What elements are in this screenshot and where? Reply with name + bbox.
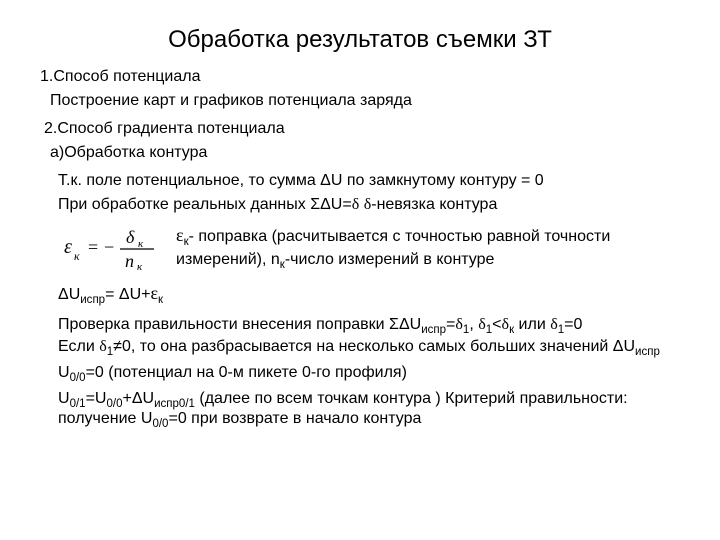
slide-page: Обработка результатов съемки ЗТ 1.Способ… [0,0,720,540]
eps-symbol: ε [176,225,184,245]
section-2: 2.Способ градиента потенциала [44,120,680,138]
section-2a: а)Обработка контура [50,144,680,162]
text: или [514,316,550,333]
section-1: 1.Способ потенциала [40,68,680,86]
eps-symbol: ε [150,283,158,303]
sub: 0/1 [70,398,86,410]
text: =0 при возврате в начало контура [168,410,421,427]
epsilon-formula-icon: ε к = − δ к n к [60,227,160,271]
text: -число измерений в контуре [285,251,495,268]
text: , [469,316,478,333]
text: = ΔU+ [105,286,150,303]
paragraph-u00: U0/0=0 (потенциал на 0-м пикете 0-го про… [58,364,680,384]
text: ≠0, то она разбрасывается на несколько с… [113,338,635,355]
paragraph-spread: Если δ1≠0, то она разбрасывается на неск… [58,338,680,358]
delta-symbol: δ [99,338,107,355]
delta-symbol: δ [478,316,486,333]
svg-text:δ: δ [126,227,135,247]
text: =U [86,390,107,407]
sub: испр0/1 [154,398,195,410]
formula-row: ε к = − δ к n к εк- поправка (расчитывае… [50,224,680,273]
sub: 0/0 [106,398,122,410]
text: -невязка контура [371,196,497,213]
text: Если [58,338,99,355]
sub: испр [635,346,660,358]
text: =0 (потенциал на 0-м пикете 0-го профиля… [86,364,407,381]
text: = [446,316,455,333]
svg-text:ε: ε [64,236,72,258]
page-title: Обработка результатов съемки ЗТ [40,26,680,54]
text: U [58,364,70,381]
svg-text:−: − [104,237,114,257]
text: При обработке реальных данных ΣΔU= [58,196,352,213]
text: U [58,390,70,407]
text: =0 [564,316,582,333]
text: Проверка правильности внесения поправки … [58,316,421,333]
paragraph-check: Проверка правильности внесения поправки … [58,315,680,338]
sub: испр [421,324,446,336]
text: +ΔU [123,390,155,407]
sub: 0/0 [152,418,168,430]
delta-symbol: δ [550,316,558,333]
delta-symbol: δ [502,316,510,333]
sub: испр [80,295,105,307]
svg-text:=: = [88,237,98,257]
section-1-sub: Построение карт и графиков потенциала за… [50,92,680,110]
text: ΔU [58,286,80,303]
delta-symbol: δ [455,316,463,333]
svg-text:к: к [138,238,144,250]
paragraph-u01: U0/1=U0/0+ΔUиспр0/1 (далее по всем точка… [58,390,680,430]
text: < [492,316,501,333]
paragraph-closed-loop: Т.к. поле потенциальное, то сумма ΔU по … [58,172,680,190]
svg-text:к: к [74,249,80,263]
svg-text:к: к [137,261,143,271]
sub: к [158,295,163,307]
paragraph-residual: При обработке реальных данных ΣΔU=δ δ-не… [58,196,680,214]
epsilon-description: εк- поправка (расчитывается с точностью … [176,224,680,273]
svg-text:n: n [125,251,134,271]
du-ispr-equation: ΔUиспр= ΔU+εк [58,283,680,306]
sub: 0/0 [70,372,86,384]
